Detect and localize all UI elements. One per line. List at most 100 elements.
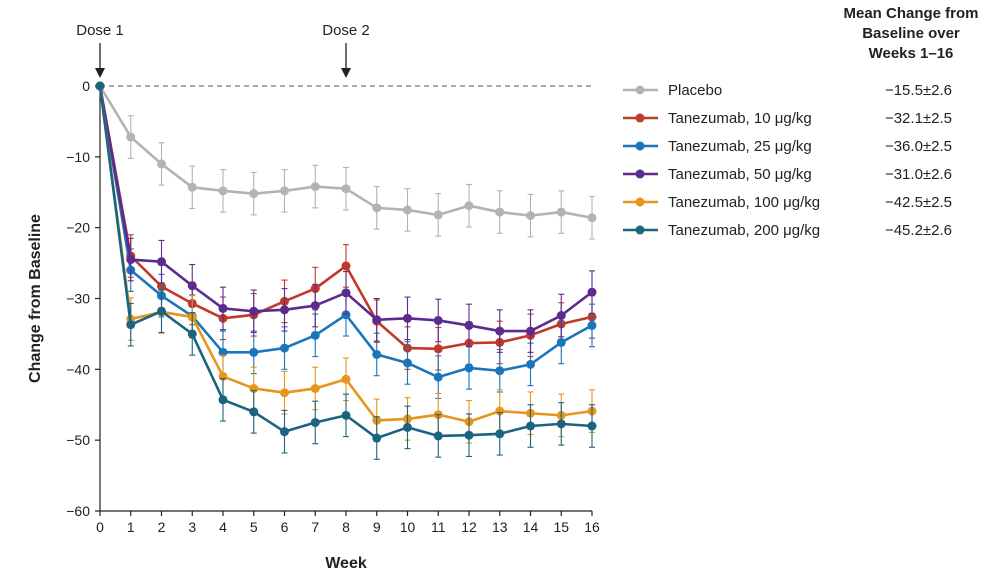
x-tick-label: 1 (127, 519, 135, 535)
x-tick-label: 12 (461, 519, 477, 535)
data-point (280, 343, 289, 353)
data-point (372, 203, 382, 213)
legend-summary-value: −32.1±2.5 (885, 110, 952, 127)
x-tick-label: 14 (523, 519, 539, 535)
legend-summary-value: −15.5±2.6 (885, 82, 952, 99)
data-point (341, 410, 351, 420)
x-tick-label: 8 (342, 519, 350, 535)
data-point (495, 429, 505, 439)
dose-label: Dose 2 (322, 22, 370, 39)
legend-label: Tanezumab, 200 μg/kg (668, 222, 820, 239)
y-axis-title: Change from Baseline (27, 214, 44, 383)
legend-swatch-marker (635, 85, 645, 95)
legend-swatch-marker (635, 225, 645, 235)
series-group (95, 81, 597, 460)
legend-summary-value: −36.0±2.5 (885, 138, 952, 155)
data-point (495, 366, 505, 376)
data-point (464, 320, 474, 330)
data-point (280, 186, 289, 196)
dose-arrow-head (341, 68, 351, 78)
data-point (218, 347, 228, 357)
data-point (495, 326, 505, 336)
data-point (433, 344, 443, 354)
series-group (95, 81, 597, 399)
summary-title-line: Baseline over (862, 25, 960, 42)
legend-label: Tanezumab, 25 μg/kg (668, 138, 812, 155)
data-point (187, 182, 197, 192)
data-point (218, 395, 228, 405)
dose-annotation: Dose 1 (76, 22, 124, 78)
data-point (310, 182, 320, 192)
legend-summary-value: −42.5±2.5 (885, 194, 952, 211)
dose-annotation: Dose 2 (322, 22, 370, 78)
legend-swatch-marker (635, 169, 645, 179)
data-point (157, 159, 166, 169)
data-point (556, 207, 566, 217)
data-point (341, 310, 351, 320)
y-tick-label: −30 (66, 291, 90, 307)
legend-item: Tanezumab, 25 μg/kg −36.0±2.5 (623, 138, 952, 155)
data-point (403, 205, 412, 215)
x-tick-label: 10 (400, 519, 416, 535)
series-group (95, 81, 597, 353)
data-point (495, 207, 505, 217)
legend-summary-value: −31.0±2.6 (885, 166, 952, 183)
dose-arrow-head (95, 68, 105, 78)
data-point (126, 255, 136, 265)
data-point (556, 311, 566, 320)
data-point (495, 406, 505, 416)
x-tick-label: 15 (553, 519, 569, 535)
y-tick-label: −10 (66, 149, 90, 165)
data-point (433, 431, 443, 441)
data-point (280, 388, 289, 398)
legend-item: Tanezumab, 10 μg/kg −32.1±2.5 (623, 110, 952, 127)
data-point (157, 306, 166, 316)
x-tick-label: 9 (373, 519, 381, 535)
data-point (372, 433, 382, 443)
x-tick-label: 7 (311, 519, 319, 535)
y-tick-label: −20 (66, 220, 90, 236)
legend-item: Tanezumab, 100 μg/kg −42.5±2.5 (623, 194, 952, 211)
legend-swatch-marker (635, 113, 645, 123)
series-layer (95, 81, 597, 460)
data-point (218, 186, 228, 196)
data-point (526, 211, 535, 221)
x-tick-label: 2 (158, 519, 166, 535)
data-point (310, 330, 320, 340)
summary-title-line: Weeks 1–16 (869, 45, 954, 62)
axes-layer: 0−10−20−30−40−50−600 1 2 3 4 5 6 7 8 9 10 11 12 13 14 1… (27, 78, 600, 572)
data-point (372, 315, 382, 325)
legend-layer: Mean Change from Baseline over Weeks 1–16 P… (623, 5, 979, 239)
data-point (587, 421, 597, 431)
data-point (433, 372, 443, 382)
x-tick-label: 16 (584, 519, 600, 535)
data-point (526, 326, 535, 336)
legend-item: Tanezumab, 200 μg/kg −45.2±2.6 (623, 222, 952, 239)
data-point (587, 213, 597, 223)
data-point (464, 430, 474, 440)
series-group (95, 81, 597, 240)
legend-label: Tanezumab, 50 μg/kg (668, 166, 812, 183)
data-point (95, 81, 105, 91)
data-point (433, 315, 443, 325)
data-point (187, 329, 197, 339)
data-point (341, 374, 351, 384)
data-point (341, 288, 351, 298)
data-point (249, 306, 259, 316)
data-point (464, 363, 474, 373)
legend-label: Tanezumab, 10 μg/kg (668, 110, 812, 127)
data-point (526, 421, 535, 431)
data-point (403, 422, 412, 432)
legend-label: Placebo (668, 82, 722, 99)
y-tick-label: −60 (66, 503, 90, 519)
data-point (526, 359, 535, 369)
legend-summary-value: −45.2±2.6 (885, 222, 952, 239)
data-point (587, 320, 597, 330)
data-point (341, 261, 351, 271)
annot-layer: Dose 1 Dose 2 (76, 22, 370, 78)
data-point (310, 417, 320, 427)
x-tick-label: 4 (219, 519, 227, 535)
legend-swatch-marker (635, 197, 645, 207)
x-tick-label: 3 (188, 519, 196, 535)
data-point (310, 301, 320, 311)
